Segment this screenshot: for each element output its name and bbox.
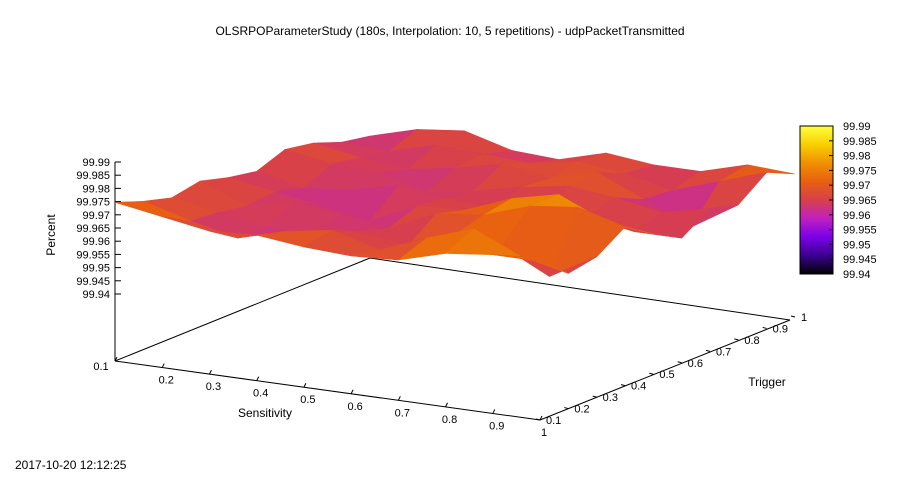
colorbar-tick-label: 99.965 — [843, 195, 877, 207]
z-tick-label: 99.965 — [76, 223, 110, 235]
timestamp: 2017-10-20 12:12:25 — [15, 458, 127, 472]
x-tick-mark — [114, 356, 118, 362]
colorbar-tick-label: 99.96 — [843, 210, 871, 222]
x-tick-label: 0.6 — [347, 401, 362, 413]
colorbar-tick-label: 99.97 — [843, 180, 871, 192]
z-tick-label: 99.99 — [82, 157, 110, 169]
x-tick-label: 0.2 — [159, 375, 174, 387]
colorbar-tick-label: 99.94 — [843, 269, 871, 281]
x-tick-mark — [161, 363, 165, 368]
y-tick-mark — [620, 384, 626, 387]
x-tick-mark — [539, 415, 543, 421]
z-tick-label: 99.97 — [82, 210, 110, 222]
y-tick-mark — [564, 407, 569, 410]
x-tick-mark — [208, 369, 212, 375]
x-tick-label: 0.3 — [206, 381, 221, 393]
y-tick-label: 0.9 — [773, 323, 788, 335]
y-tick-mark — [762, 326, 767, 329]
z-tick-label: 99.96 — [82, 236, 110, 248]
x-tick-mark — [303, 382, 307, 388]
x-tick-mark — [492, 409, 496, 414]
back-right-axis-line — [369, 257, 791, 321]
z-tick-label: 99.985 — [76, 170, 110, 182]
z-tick-label: 99.975 — [76, 197, 110, 209]
colorbar-tick-label: 99.985 — [843, 136, 877, 148]
x-tick-mark — [397, 396, 401, 401]
chart-title: OLSRPOParameterStudy (180s, Interpolatio… — [215, 24, 684, 38]
x-tick-label: 0.4 — [253, 388, 268, 400]
y-tick-mark — [677, 361, 682, 364]
z-tick-label: 99.95 — [82, 263, 110, 275]
y-tick-mark — [705, 349, 711, 352]
y-tick-label: 1 — [801, 312, 807, 324]
z-tick-label: 99.94 — [82, 289, 110, 301]
z-axis-label: Percent — [44, 214, 58, 256]
y-tick-label: 0.5 — [659, 369, 674, 381]
colorbar-tick-label: 99.98 — [843, 151, 871, 163]
y-tick-label: 0.2 — [574, 404, 589, 416]
colorbar-tick-label: 99.99 — [843, 121, 871, 133]
y-tick-mark — [790, 315, 796, 318]
x-tick-mark — [445, 402, 449, 408]
y-tick-label: 0.4 — [631, 381, 646, 393]
y-tick-label: 0.7 — [716, 346, 731, 358]
y-tick-label: 0.6 — [688, 358, 703, 370]
x-tick-label: 0.9 — [489, 420, 504, 432]
y-tick-mark — [734, 338, 739, 341]
y-tick-label: 0.1 — [546, 415, 561, 427]
x-axis-label: Sensitivity — [238, 406, 292, 420]
y-tick-mark — [649, 372, 654, 375]
y-tick-label: 0.8 — [744, 335, 759, 347]
x-tick-label: 0.5 — [300, 394, 315, 406]
x-tick-label: 0.1 — [93, 361, 108, 373]
x-tick-mark — [256, 376, 260, 381]
back-axis-line — [114, 257, 371, 362]
colorbar-tick-label: 99.955 — [843, 225, 877, 237]
x-tick-mark — [350, 389, 354, 395]
colorbar-tick-label: 99.95 — [843, 239, 871, 251]
colorbar: 99.94 99.945 99.95 99.955 99.96 99.965 99.97 99… — [799, 121, 877, 281]
surface-patch — [492, 254, 569, 274]
z-tick-label: 99.955 — [76, 249, 110, 261]
x-axis-line — [114, 360, 541, 421]
x-tick-label: 1 — [541, 427, 547, 439]
z-tick-label: 99.945 — [76, 276, 110, 288]
z-tick-label: 99.98 — [82, 183, 110, 195]
colorbar-tick-label: 99.975 — [843, 165, 877, 177]
y-tick-mark — [592, 395, 597, 398]
axis-ticks: 0.10.20.30.40.50.60.70.80.910.10.20.30.4… — [76, 157, 807, 439]
x-tick-label: 0.7 — [395, 407, 410, 419]
y-tick-label: 0.3 — [603, 392, 618, 404]
y-axis-line — [539, 319, 791, 421]
surface-mesh — [114, 128, 796, 277]
y-axis-label: Trigger — [748, 375, 786, 389]
x-tick-label: 0.8 — [442, 414, 457, 426]
colorbar-tick-label: 99.945 — [843, 254, 877, 266]
y-tick-mark — [535, 418, 541, 421]
axes-frame — [114, 162, 791, 421]
colorbar-gradient — [799, 125, 834, 275]
